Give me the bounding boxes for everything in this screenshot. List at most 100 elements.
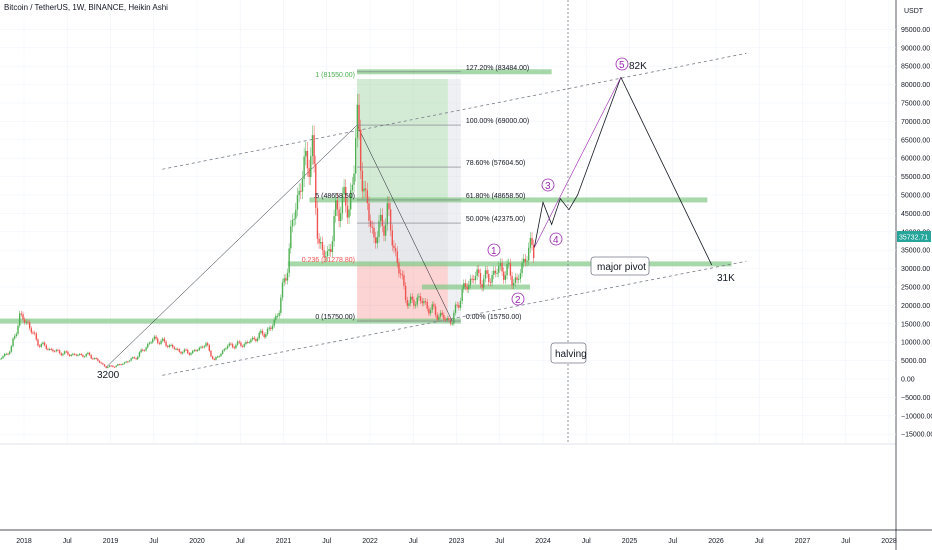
candle (489, 282, 492, 284)
candle (138, 352, 141, 357)
candle (221, 350, 224, 354)
price-tick-label: 90000.00 (901, 45, 930, 52)
candle (478, 269, 480, 273)
candle (183, 349, 186, 353)
candle (190, 353, 192, 355)
candle (142, 349, 144, 351)
candle (112, 365, 114, 367)
currency-label: USDT (904, 8, 924, 15)
candle (246, 341, 249, 343)
price-tick-label: 55000.00 (901, 174, 930, 181)
candle (102, 363, 104, 365)
candle (122, 363, 124, 365)
time-tick-label: 2024 (535, 538, 551, 545)
candle (191, 350, 194, 354)
wave-1: 1 (487, 243, 501, 257)
candle (37, 339, 39, 346)
candle (42, 342, 44, 345)
candle (346, 205, 349, 218)
candle (196, 350, 199, 352)
candle (225, 348, 227, 350)
candle (177, 348, 179, 350)
candle (426, 301, 428, 309)
candle (506, 264, 508, 276)
candle (394, 248, 397, 252)
candle (150, 342, 152, 344)
halving-box[interactable] (550, 342, 587, 364)
candle (256, 338, 259, 341)
candle (12, 338, 14, 347)
candle (291, 219, 294, 227)
candle (160, 340, 162, 344)
chart-title: Bitcoin / TetherUS, 1W, BINANCE, Heikin … (4, 3, 168, 12)
candle (311, 135, 314, 157)
candle (439, 312, 442, 317)
candle (143, 350, 146, 352)
candle (524, 258, 527, 262)
time-tick-label: 2023 (449, 538, 465, 545)
candle (479, 272, 482, 285)
time-tick-label: Jul (63, 538, 72, 545)
price-axis[interactable]: 95000.00 90000.00 85000.00 80000.00 75000.00… (901, 27, 932, 439)
candle (15, 333, 18, 336)
target-high-label: 82K (629, 61, 647, 72)
candle (328, 249, 330, 251)
candle (75, 354, 77, 356)
candle (210, 350, 212, 357)
candle (369, 220, 372, 227)
candle (310, 156, 312, 177)
candle (484, 270, 487, 279)
candle (374, 237, 377, 244)
projection (533, 77, 713, 266)
major-pivot-box[interactable] (590, 256, 650, 276)
candle (231, 344, 234, 348)
time-axis[interactable]: 2018 Jul 2019 Jul 2020 Jul 2021 Jul 2022 Jul 2023 J… (16, 538, 897, 545)
price-tick-label: 85000.00 (901, 64, 930, 71)
candle (103, 364, 106, 367)
candle (468, 284, 470, 290)
indicator-pane[interactable] (0, 445, 896, 530)
candle (521, 262, 523, 274)
candle (504, 275, 507, 280)
wave-4: 4 (549, 232, 563, 246)
candle (386, 203, 388, 225)
candle (424, 301, 427, 303)
candle (323, 250, 325, 258)
candle (70, 354, 72, 357)
candle (268, 327, 270, 329)
candle (463, 283, 465, 290)
candle (25, 321, 28, 323)
wave-3: 3 (541, 178, 555, 192)
candle (170, 344, 172, 346)
fib-band-618 (309, 197, 708, 203)
candle (453, 312, 455, 324)
candle (469, 278, 472, 285)
candle (443, 314, 445, 320)
candle (441, 312, 443, 315)
candle (85, 353, 87, 357)
candle (421, 300, 423, 304)
candle (361, 170, 364, 192)
candle (216, 356, 219, 358)
candle (433, 304, 435, 307)
candle (316, 207, 319, 239)
candle (50, 348, 52, 350)
candle (132, 357, 134, 359)
candle (384, 224, 387, 236)
candle (4, 354, 6, 357)
candle (35, 333, 38, 340)
time-tick-label: Jul (149, 538, 158, 545)
candle (273, 319, 275, 326)
candle (80, 353, 82, 355)
candle (73, 353, 76, 355)
candle (93, 358, 96, 360)
price-tick-label: 95000.00 (901, 27, 930, 34)
candle (527, 247, 530, 261)
candle (373, 227, 375, 238)
candle (398, 262, 400, 274)
candle (178, 349, 181, 352)
wave-path (534, 77, 622, 248)
candle (416, 297, 418, 305)
candle (163, 338, 166, 342)
